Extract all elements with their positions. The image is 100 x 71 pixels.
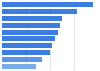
Bar [2, 30, 58, 35]
Bar [2, 57, 42, 62]
Bar [2, 9, 77, 14]
Bar [2, 23, 60, 28]
Bar [2, 50, 50, 55]
Bar [2, 36, 55, 41]
Bar [2, 64, 36, 69]
Bar [2, 16, 62, 21]
Bar [2, 2, 93, 7]
Bar [2, 43, 52, 48]
